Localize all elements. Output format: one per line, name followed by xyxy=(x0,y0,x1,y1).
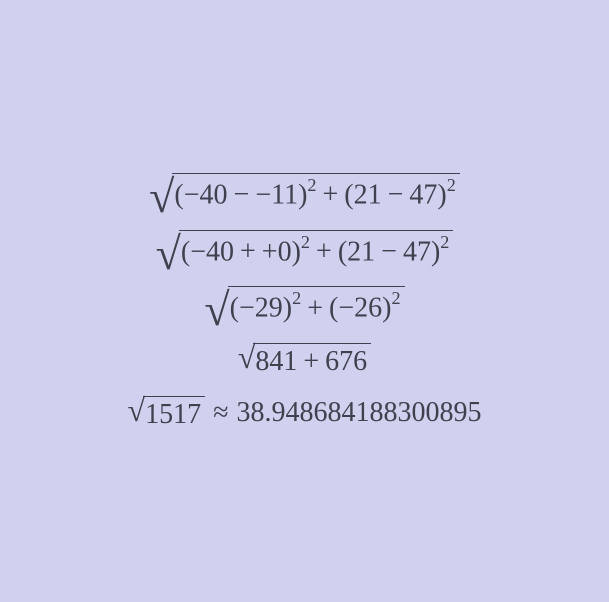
term: 1517 xyxy=(145,399,201,430)
radicand: (−29)2+(−26)2 xyxy=(228,286,405,323)
paren-open: ( xyxy=(230,293,239,324)
operator: − xyxy=(375,236,403,267)
paren-open: ( xyxy=(329,293,338,324)
term: 676 xyxy=(325,346,367,377)
paren-close: ) xyxy=(292,236,301,267)
operator: + xyxy=(317,179,345,210)
radical-symbol: √ xyxy=(238,345,256,378)
term: −29 xyxy=(239,293,283,324)
paren-close: ) xyxy=(431,236,440,267)
paren-open: ( xyxy=(344,179,353,210)
paren-open: ( xyxy=(174,179,183,210)
operator: + xyxy=(310,236,338,267)
term: 47 xyxy=(409,179,437,210)
radical-symbol: √ xyxy=(156,236,181,273)
radical-expr: √ (−29)2+(−26)2 xyxy=(204,286,404,323)
math-line: √ (−40++0)2+(21−47)2 xyxy=(128,230,482,267)
operator: − xyxy=(228,179,256,210)
paren-close: ) xyxy=(298,179,307,210)
math-derivation: √ (−40−−11)2+(21−47)2 √ (−40++0)2+(21−47… xyxy=(128,153,482,449)
term: 47 xyxy=(403,236,431,267)
exponent: 2 xyxy=(292,288,301,308)
radicand: (−40++0)2+(21−47)2 xyxy=(179,230,453,267)
exponent: 2 xyxy=(440,232,449,252)
exponent: 2 xyxy=(301,232,310,252)
paren-close: ) xyxy=(283,293,292,324)
radical-expr: √ (−40−−11)2+(21−47)2 xyxy=(149,173,460,210)
radical-expr: √ 1517 xyxy=(128,396,206,429)
radical-expr: √ 841+676 xyxy=(238,343,371,376)
term: 21 xyxy=(354,179,382,210)
exponent: 2 xyxy=(307,175,316,195)
math-line: √ 1517 ≈ 38.948684188300895 xyxy=(128,396,482,429)
radicand: 841+676 xyxy=(253,343,371,376)
radicand: 1517 xyxy=(143,396,205,429)
term: 21 xyxy=(347,236,375,267)
math-line: √ (−40−−11)2+(21−47)2 xyxy=(128,173,482,210)
radical-expr: √ (−40++0)2+(21−47)2 xyxy=(156,230,454,267)
math-line: √ 841+676 xyxy=(128,343,482,376)
term: −26 xyxy=(338,293,382,324)
radical-symbol: √ xyxy=(128,398,146,431)
paren-close: ) xyxy=(437,179,446,210)
result-value: 38.948684188300895 xyxy=(236,399,481,427)
exponent: 2 xyxy=(447,175,456,195)
term: −40 xyxy=(184,179,228,210)
operator: + xyxy=(297,346,325,377)
radical-symbol: √ xyxy=(149,179,174,216)
exponent: 2 xyxy=(391,288,400,308)
math-line: √ (−29)2+(−26)2 xyxy=(128,286,482,323)
operator: − xyxy=(382,179,410,210)
term: +0 xyxy=(262,236,292,267)
paren-open: ( xyxy=(181,236,190,267)
term: 841 xyxy=(255,346,297,377)
radical-symbol: √ xyxy=(204,292,229,329)
paren-open: ( xyxy=(338,236,347,267)
operator: + xyxy=(234,236,262,267)
term: −40 xyxy=(190,236,234,267)
approx-symbol: ≈ xyxy=(205,399,236,427)
radicand: (−40−−11)2+(21−47)2 xyxy=(172,173,459,210)
operator: + xyxy=(301,293,329,324)
term: −11 xyxy=(255,179,298,210)
